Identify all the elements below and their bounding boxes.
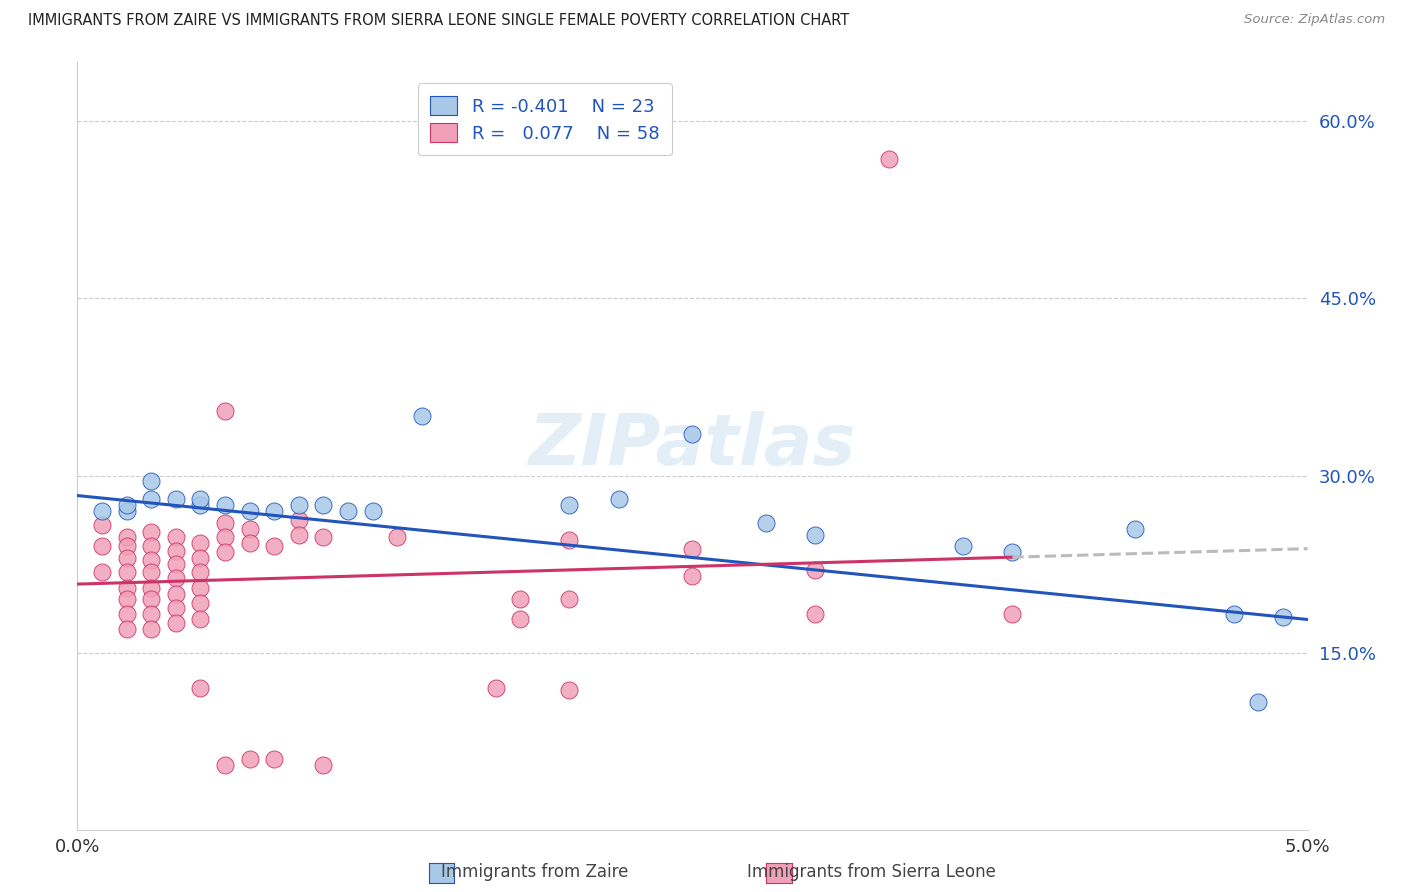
Point bbox=[558, 498, 581, 512]
Point bbox=[263, 504, 285, 518]
Point bbox=[141, 566, 163, 580]
Point bbox=[188, 612, 212, 626]
Point bbox=[804, 563, 827, 577]
Point bbox=[485, 681, 508, 695]
Point bbox=[90, 504, 114, 518]
Point bbox=[165, 530, 187, 544]
Point bbox=[411, 409, 433, 424]
Point bbox=[141, 581, 163, 595]
Point bbox=[1001, 607, 1024, 621]
Point bbox=[141, 553, 163, 567]
Point bbox=[288, 498, 311, 512]
Point bbox=[804, 607, 827, 621]
Point bbox=[165, 571, 187, 585]
Point bbox=[141, 539, 163, 553]
Point bbox=[165, 586, 187, 600]
Point bbox=[188, 581, 212, 595]
Point bbox=[1247, 695, 1270, 709]
Point bbox=[115, 607, 138, 621]
Point bbox=[288, 527, 311, 541]
Point bbox=[115, 498, 138, 512]
Point bbox=[214, 545, 236, 559]
Point bbox=[755, 516, 778, 530]
Point bbox=[509, 612, 531, 626]
Point bbox=[239, 535, 262, 549]
Point bbox=[607, 492, 630, 507]
Point bbox=[312, 757, 335, 772]
Point bbox=[188, 535, 212, 549]
Point bbox=[141, 607, 163, 621]
Point bbox=[165, 615, 187, 630]
Point bbox=[509, 592, 531, 607]
Point bbox=[682, 541, 704, 556]
Point bbox=[385, 530, 409, 544]
Point bbox=[214, 403, 236, 417]
Text: IMMIGRANTS FROM ZAIRE VS IMMIGRANTS FROM SIERRA LEONE SINGLE FEMALE POVERTY CORR: IMMIGRANTS FROM ZAIRE VS IMMIGRANTS FROM… bbox=[28, 13, 849, 29]
Point bbox=[312, 530, 335, 544]
Point bbox=[115, 566, 138, 580]
Point bbox=[1001, 545, 1024, 559]
Point bbox=[239, 504, 262, 518]
Point bbox=[141, 475, 163, 489]
Point bbox=[188, 566, 212, 580]
Point bbox=[115, 530, 138, 544]
Point bbox=[115, 622, 138, 636]
Point bbox=[90, 539, 114, 553]
Point bbox=[337, 504, 360, 518]
Point bbox=[115, 592, 138, 607]
Point bbox=[141, 492, 163, 507]
Point bbox=[115, 581, 138, 595]
Text: ZIPatlas: ZIPatlas bbox=[529, 411, 856, 481]
Point bbox=[90, 518, 114, 533]
Point bbox=[141, 592, 163, 607]
Point bbox=[165, 544, 187, 558]
Point bbox=[165, 600, 187, 615]
Point bbox=[188, 551, 212, 566]
Text: Source: ZipAtlas.com: Source: ZipAtlas.com bbox=[1244, 13, 1385, 27]
Point bbox=[214, 757, 236, 772]
Point bbox=[682, 427, 704, 442]
Point bbox=[188, 492, 212, 507]
Point bbox=[115, 504, 138, 518]
Point bbox=[188, 596, 212, 610]
Point bbox=[1272, 610, 1295, 624]
Text: Immigrants from Zaire: Immigrants from Zaire bbox=[440, 863, 628, 881]
Point bbox=[141, 525, 163, 540]
Point bbox=[239, 522, 262, 536]
Point bbox=[1223, 607, 1246, 621]
Point bbox=[804, 527, 827, 541]
Point bbox=[239, 752, 262, 766]
Point bbox=[214, 516, 236, 530]
Point bbox=[115, 539, 138, 553]
Point bbox=[361, 504, 384, 518]
Point bbox=[214, 530, 236, 544]
Point bbox=[188, 498, 212, 512]
Point bbox=[90, 566, 114, 580]
Point bbox=[558, 533, 581, 548]
Point bbox=[952, 539, 974, 553]
Point bbox=[165, 557, 187, 571]
Point bbox=[558, 683, 581, 698]
Text: Immigrants from Sierra Leone: Immigrants from Sierra Leone bbox=[747, 863, 997, 881]
Legend: R = -0.401    N = 23, R =   0.077    N = 58: R = -0.401 N = 23, R = 0.077 N = 58 bbox=[418, 83, 672, 155]
Point bbox=[141, 622, 163, 636]
Point bbox=[1125, 522, 1147, 536]
Point bbox=[879, 152, 901, 166]
Point bbox=[288, 513, 311, 527]
Point bbox=[263, 539, 285, 553]
Point bbox=[312, 498, 335, 512]
Point bbox=[188, 681, 212, 695]
Point bbox=[214, 498, 236, 512]
Point bbox=[165, 492, 187, 507]
Point bbox=[558, 592, 581, 607]
Point bbox=[682, 569, 704, 583]
Point bbox=[263, 752, 285, 766]
Point bbox=[115, 551, 138, 566]
